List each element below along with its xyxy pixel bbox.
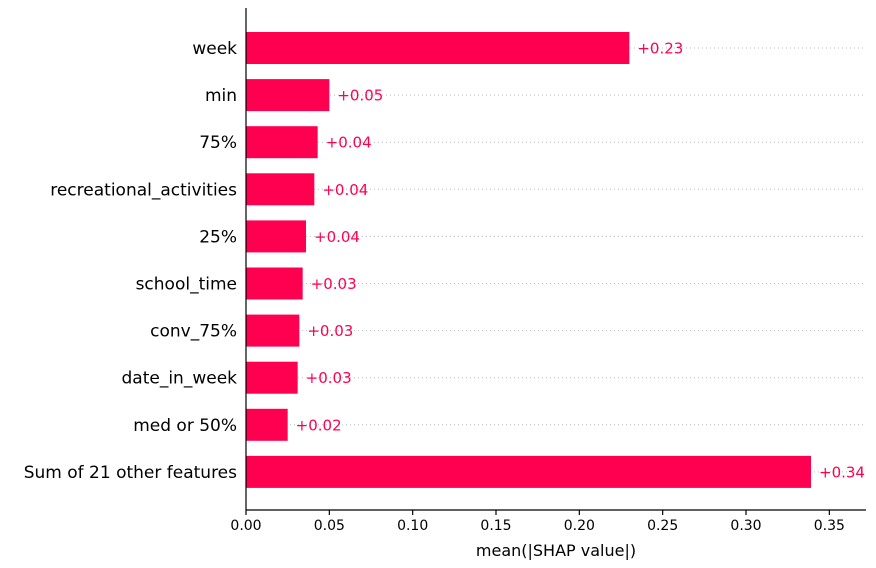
feature-label: conv_75% [150, 322, 237, 342]
bar-1 [246, 79, 330, 112]
bar-9 [246, 455, 811, 488]
value-label: +0.04 [322, 181, 368, 199]
value-label: +0.05 [337, 87, 383, 105]
feature-label-layer: week min 75% recreational_activities 25% scho… [24, 39, 237, 483]
value-label-layer: +0.23 +0.05 +0.04 +0.04 +0.04 +0.03 +0.03 +0.03… [296, 40, 865, 482]
x-tick-label: 0.05 [314, 518, 345, 534]
x-axis-title: mean(|SHAP value|) [476, 541, 636, 560]
x-tick-label: 0.00 [230, 518, 261, 534]
x-tick-label: 0.35 [814, 518, 845, 534]
feature-label: min [205, 86, 237, 106]
feature-label: 25% [199, 227, 237, 247]
bar-5 [246, 267, 303, 300]
value-label: +0.03 [306, 369, 352, 387]
value-label: +0.04 [326, 134, 372, 152]
bar-3 [246, 173, 315, 206]
feature-label: recreational_activities [50, 180, 237, 200]
feature-label: med or 50% [133, 416, 237, 436]
bar-8 [246, 408, 288, 441]
value-label: +0.34 [819, 463, 865, 481]
bar-6 [246, 314, 300, 347]
bar-layer [246, 32, 811, 488]
value-label: +0.03 [311, 275, 357, 293]
grid-layer [246, 47, 866, 473]
x-tick-label: 0.15 [480, 518, 511, 534]
feature-label: week [192, 39, 237, 59]
bar-0 [246, 32, 630, 64]
x-tick-label: 0.30 [730, 518, 761, 534]
feature-label: date_in_week [122, 369, 238, 389]
value-label: +0.03 [307, 322, 353, 340]
x-tick-layer: 0.00 0.05 0.10 0.15 0.20 0.25 0.30 0.35 [230, 510, 845, 534]
value-label: +0.02 [296, 416, 342, 434]
bar-4 [246, 220, 306, 253]
bar-2 [246, 126, 318, 159]
feature-label: school_time [136, 275, 237, 295]
feature-label: Sum of 21 other features [24, 463, 237, 483]
x-tick-label: 0.10 [397, 518, 428, 534]
x-tick-label: 0.20 [564, 518, 595, 534]
value-label: +0.23 [637, 40, 683, 58]
value-label: +0.04 [314, 228, 360, 246]
bar-7 [246, 361, 298, 394]
x-tick-label: 0.25 [647, 518, 678, 534]
feature-label: 75% [199, 133, 237, 153]
